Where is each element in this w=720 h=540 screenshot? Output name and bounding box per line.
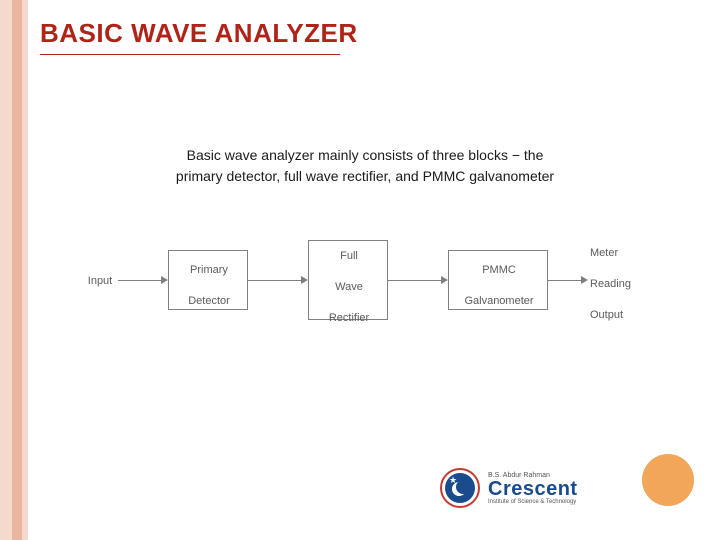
left-accent-band-inner: [12, 0, 22, 540]
out-l2: Reading: [590, 278, 631, 290]
logo-crescent-icon: [440, 468, 480, 508]
n3-l2: Galvanometer: [464, 295, 533, 307]
n1-l1: Primary: [190, 264, 228, 276]
node-pmmc-galvanometer: PMMC Galvanometer: [448, 250, 548, 310]
n2-l2: Wave: [335, 281, 363, 293]
block-diagram: Input Primary Detector Full Wave Rectifi…: [90, 230, 630, 340]
logo-main: Crescent: [488, 479, 578, 499]
out-l1: Meter: [590, 247, 618, 259]
logo-sub: Institute of Science & Technology: [488, 499, 578, 505]
out-l3: Output: [590, 309, 623, 321]
title-underline: [40, 54, 340, 55]
subtitle-line2: primary detector, full wave rectifier, a…: [176, 168, 554, 184]
n1-l2: Detector: [188, 295, 230, 307]
circle-accent-icon: [642, 454, 694, 506]
node-primary-detector: Primary Detector: [168, 250, 248, 310]
n3-l1: PMMC: [482, 264, 516, 276]
output-label: Meter Reading Output: [590, 246, 640, 323]
brand-logo: B.S. Abdur Rahman Crescent Institute of …: [440, 468, 630, 508]
node-full-wave-rectifier: Full Wave Rectifier: [308, 240, 388, 320]
page-title: BASIC WAVE ANALYZER: [40, 18, 358, 49]
n2-l1: Full: [340, 250, 358, 262]
n2-l3: Rectifier: [329, 312, 369, 324]
subtitle: Basic wave analyzer mainly consists of t…: [95, 145, 635, 187]
logo-text: B.S. Abdur Rahman Crescent Institute of …: [488, 472, 578, 505]
input-label: Input: [84, 274, 116, 289]
subtitle-line1: Basic wave analyzer mainly consists of t…: [187, 147, 544, 163]
